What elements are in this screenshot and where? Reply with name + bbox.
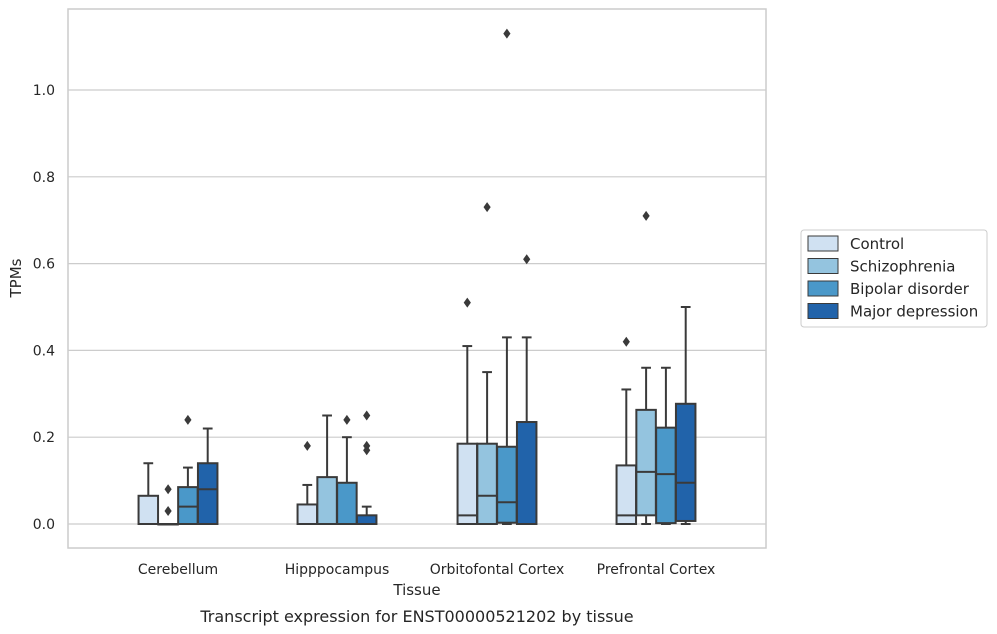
legend-swatch: [807, 235, 839, 252]
box-body: [296, 503, 319, 526]
y-tick-labels: 0.0 0.2 0.4 0.6 0.8 1.0: [33, 83, 55, 533]
plot-frame: [67, 8, 767, 549]
box-2-3: [515, 254, 538, 526]
legend-label: Control: [850, 235, 904, 253]
box-group-2: [456, 28, 538, 526]
box-1-2: [336, 414, 358, 525]
x-tick-label: Hipppocampus: [285, 562, 390, 578]
box-1-1: [316, 414, 338, 525]
y-tick-label: 1.0: [33, 83, 55, 99]
box-body: [496, 445, 518, 524]
box-body: [336, 481, 358, 525]
y-tick-label: 0.0: [33, 517, 55, 533]
outlier-point: [463, 297, 471, 308]
outlier-point: [164, 484, 172, 495]
outlier-point: [642, 210, 650, 221]
box-2-0: [456, 297, 479, 525]
y-tick-label: 0.8: [33, 170, 55, 186]
y-tick-label: 0.6: [33, 257, 55, 273]
y-tick-label: 0.4: [33, 343, 55, 359]
box-0-3: [196, 427, 219, 525]
box-3-3: [674, 306, 697, 525]
x-tick-label: Prefrontal Cortex: [597, 562, 716, 578]
box-3-2: [655, 366, 677, 525]
box-body: [476, 442, 498, 525]
outlier-point: [622, 336, 630, 347]
legend: Control Schizophrenia Bipolar disorder Majo…: [800, 229, 988, 328]
x-axis-label: Tissue: [392, 581, 440, 599]
x-tick-label: Orbitofontal Cortex: [430, 562, 565, 578]
legend-frame: [800, 229, 988, 328]
box-body: [456, 442, 479, 525]
box-0-0: [137, 462, 160, 526]
outlier-point: [363, 440, 371, 451]
outlier-point: [503, 28, 511, 39]
outlier-point: [523, 254, 531, 265]
box-body: [655, 426, 677, 525]
box-group-1: [296, 410, 378, 526]
box-0-2: [177, 414, 199, 525]
legend-label: Bipolar disorder: [850, 280, 970, 298]
outlier-point: [343, 414, 351, 425]
box-group-3: [615, 210, 697, 526]
x-tick-labels: Cerebellum Hipppocampus Orbitofontal Corte…: [138, 562, 715, 578]
box-3-0: [615, 336, 638, 526]
box-body: [196, 462, 219, 525]
box-body: [515, 421, 538, 526]
outlier-point: [184, 414, 192, 425]
outlier-point: [483, 202, 491, 213]
box-3-1: [635, 210, 657, 525]
box-body: [355, 514, 378, 526]
legend-label: Major depression: [850, 303, 978, 321]
box-body: [674, 402, 697, 522]
box-body: [177, 486, 199, 525]
legend-swatch: [807, 258, 839, 274]
box-group-0: [137, 414, 219, 526]
legend-label: Schizophrenia: [850, 258, 955, 276]
box-groups: [137, 28, 697, 526]
outlier-point: [303, 440, 311, 451]
box-1-3: [355, 410, 378, 526]
box-0-1: [157, 484, 179, 526]
outlier-point: [164, 505, 172, 516]
outlier-point: [363, 410, 371, 421]
legend-swatch: [807, 280, 839, 297]
y-tick-label: 0.2: [33, 430, 55, 446]
box-body: [635, 408, 657, 517]
box-body: [316, 476, 338, 525]
x-tick-label: Cerebellum: [138, 562, 218, 578]
y-axis-label: TPMs: [7, 258, 25, 298]
legend-swatch: [807, 303, 839, 319]
figure-caption: Transcript expression for ENST0000052120…: [199, 607, 633, 626]
box-body: [137, 494, 160, 526]
